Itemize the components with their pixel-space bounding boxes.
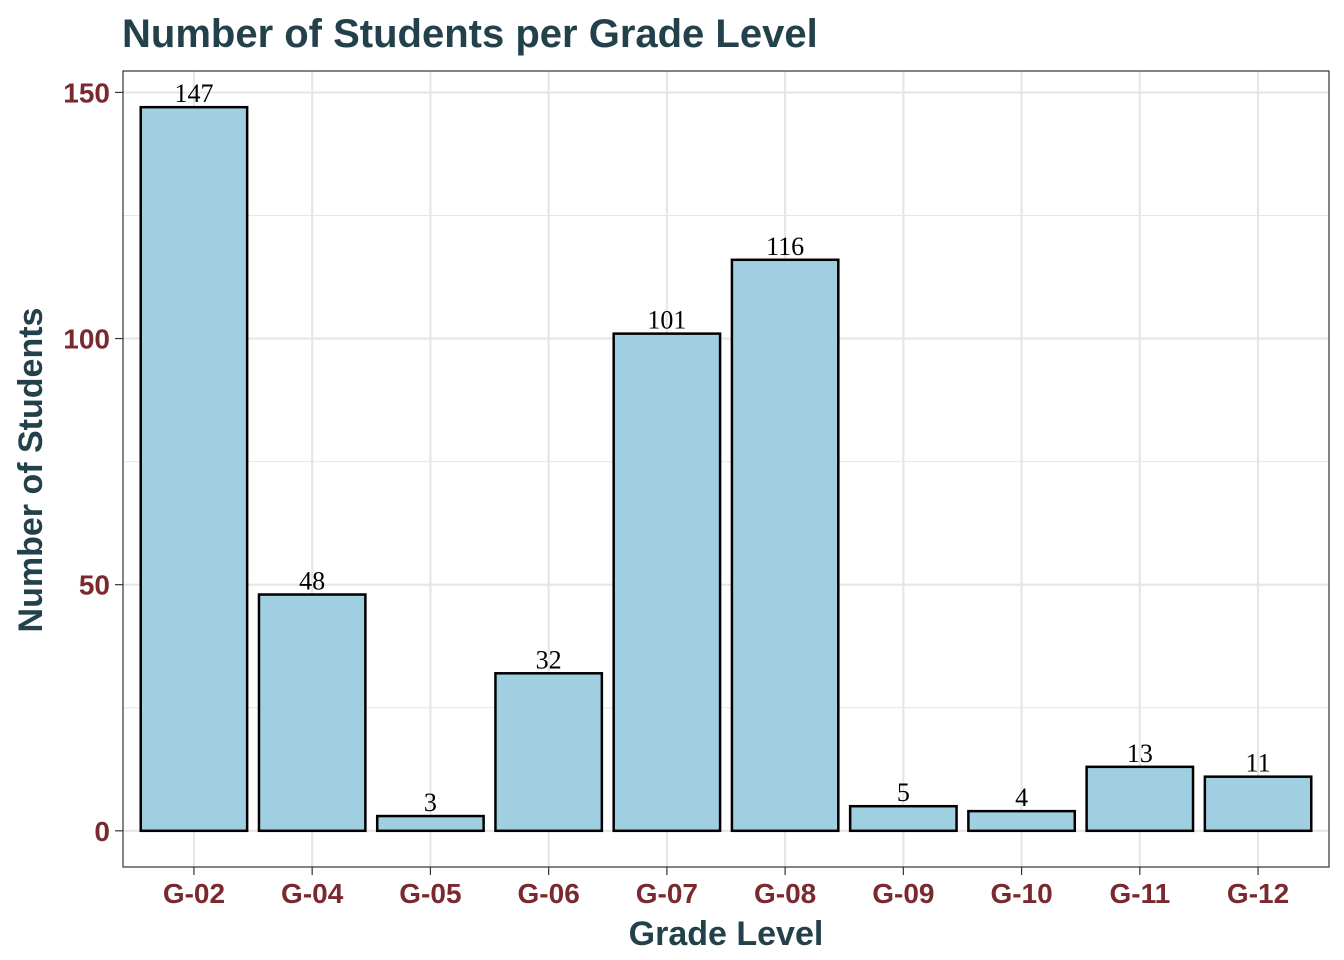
bar-g-08 bbox=[730, 258, 840, 833]
bar-g-07 bbox=[612, 332, 722, 833]
data-label-g-12: 11 bbox=[1246, 749, 1271, 778]
x-tick-label: G-12 bbox=[1227, 878, 1289, 909]
x-tick-label: G-06 bbox=[518, 878, 580, 909]
x-tick-label: G-08 bbox=[754, 878, 816, 909]
bar-g-12 bbox=[1203, 775, 1313, 833]
y-axis-title: Number of Students bbox=[12, 308, 50, 633]
data-label-g-04: 48 bbox=[299, 567, 325, 596]
data-label-g-09: 5 bbox=[897, 778, 910, 807]
bar-g-11 bbox=[1085, 765, 1195, 833]
x-tick-label: G-10 bbox=[990, 878, 1052, 909]
data-label-g-11: 13 bbox=[1127, 739, 1153, 768]
bar-g-05 bbox=[375, 814, 485, 833]
x-tick-label: G-04 bbox=[281, 878, 344, 909]
x-axis: G-02 G-04 G-05 G-06 G-07 G-08 G-09 G-10 G-11 G-12 bbox=[163, 867, 1289, 909]
x-axis-title: Grade Level bbox=[629, 915, 824, 953]
data-label-g-08: 116 bbox=[766, 232, 804, 261]
data-label-g-05: 3 bbox=[424, 788, 437, 817]
data-labels: 147 48 3 32 101 116 5 4 13 11 bbox=[174, 79, 1270, 817]
bar-g-06 bbox=[494, 672, 604, 833]
bars bbox=[139, 105, 1313, 833]
y-tick-label: 0 bbox=[94, 816, 110, 847]
y-tick-label: 150 bbox=[63, 77, 110, 108]
data-label-g-06: 32 bbox=[536, 645, 562, 674]
y-tick-label: 50 bbox=[79, 570, 110, 601]
x-tick-label: G-09 bbox=[872, 878, 934, 909]
bar-g-10 bbox=[967, 809, 1077, 833]
y-axis: 0 50 100 150 bbox=[63, 77, 123, 847]
y-tick-label: 100 bbox=[63, 324, 110, 355]
chart-title: Number of Students per Grade Level bbox=[122, 12, 818, 56]
x-tick-label: G-11 bbox=[1109, 878, 1170, 909]
x-tick-label: G-07 bbox=[636, 878, 698, 909]
x-tick-label: G-05 bbox=[399, 878, 461, 909]
data-label-g-02: 147 bbox=[174, 79, 213, 108]
bar-g-04 bbox=[257, 593, 367, 833]
bar-g-02 bbox=[139, 105, 249, 833]
bar-g-09 bbox=[848, 804, 958, 833]
data-label-g-10: 4 bbox=[1015, 783, 1028, 812]
x-tick-label: G-02 bbox=[163, 878, 225, 909]
panel-border bbox=[122, 70, 1330, 868]
data-label-g-07: 101 bbox=[647, 306, 686, 335]
